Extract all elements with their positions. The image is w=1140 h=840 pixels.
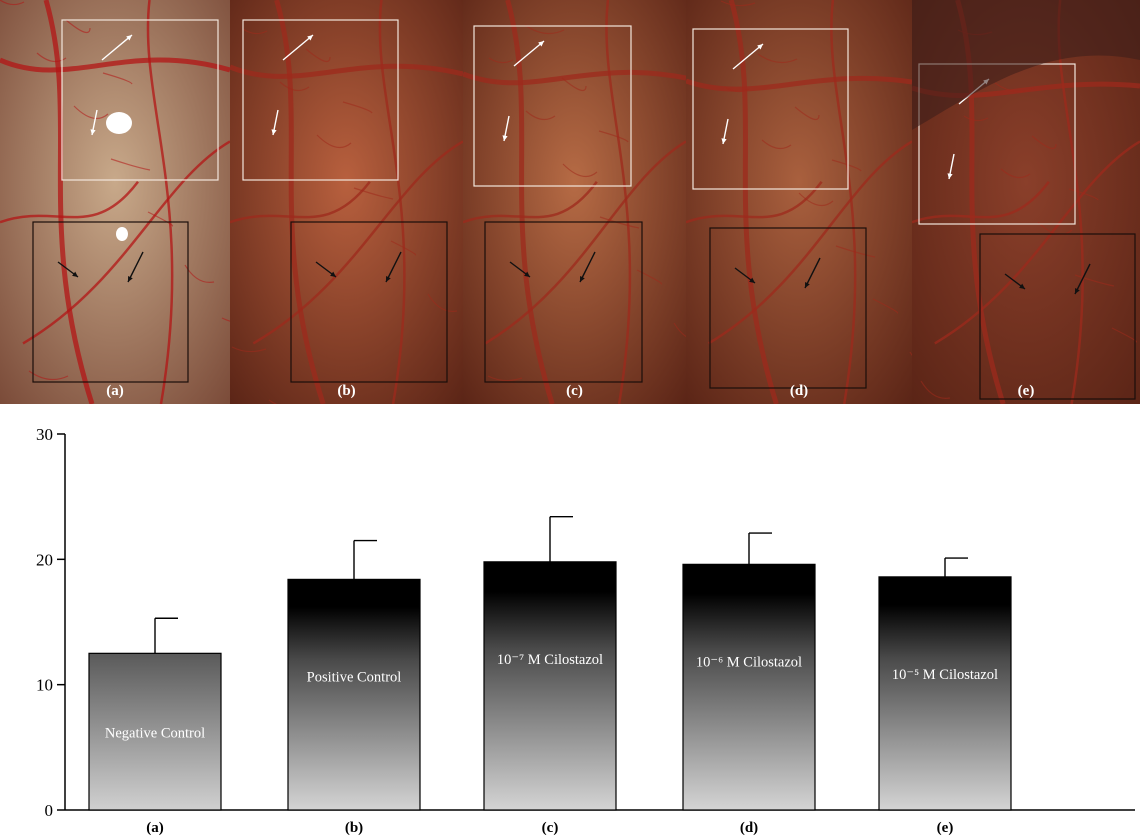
micrograph-panel: (b) bbox=[230, 0, 463, 404]
bar-label: Negative Control bbox=[105, 725, 205, 741]
bar bbox=[483, 561, 617, 811]
micrograph-image bbox=[463, 0, 686, 404]
micrograph-image bbox=[912, 0, 1140, 404]
y-tick-label: 30 bbox=[36, 425, 53, 444]
micrograph-panel: (e) bbox=[912, 0, 1140, 404]
micrograph-image bbox=[230, 0, 463, 404]
y-tick-label: 10 bbox=[36, 676, 53, 695]
micrograph-panel: (c) bbox=[463, 0, 686, 404]
x-tick-label: (c) bbox=[542, 820, 559, 836]
bar-label: 10⁻⁶ M Cilostazol bbox=[696, 654, 802, 670]
x-tick-label: (a) bbox=[146, 820, 164, 836]
micrograph-image bbox=[0, 0, 230, 404]
micrograph-panel: (d) bbox=[686, 0, 912, 404]
bar-label: Positive Control bbox=[307, 669, 402, 685]
panel-label: (d) bbox=[789, 383, 809, 399]
micrograph-image bbox=[686, 0, 912, 404]
x-tick-label: (e) bbox=[937, 820, 954, 836]
bar bbox=[682, 563, 816, 811]
bar bbox=[88, 652, 222, 811]
bar bbox=[287, 578, 421, 811]
bar-chart: 0 10 20 30 Negative Control (a) Positive Contr… bbox=[36, 425, 1135, 836]
y-tick-label: 20 bbox=[36, 550, 53, 569]
bar bbox=[878, 576, 1012, 811]
panel-label: (b) bbox=[337, 383, 356, 399]
micrograph-panel: (a) bbox=[0, 0, 230, 404]
x-tick-label: (d) bbox=[740, 820, 758, 836]
bar-label: 10⁻⁵ M Cilostazol bbox=[892, 667, 998, 683]
x-tick-label: (b) bbox=[345, 820, 363, 836]
panel-label: (e) bbox=[1017, 383, 1035, 399]
bar-label: 10⁻⁷ M Cilostazol bbox=[497, 652, 603, 668]
micrograph-strip: (a) (b) (c) (d) (e) bbox=[0, 0, 1140, 404]
y-tick-label: 0 bbox=[45, 801, 54, 820]
panel-label: (c) bbox=[566, 383, 583, 399]
panel-label: (a) bbox=[106, 383, 124, 399]
